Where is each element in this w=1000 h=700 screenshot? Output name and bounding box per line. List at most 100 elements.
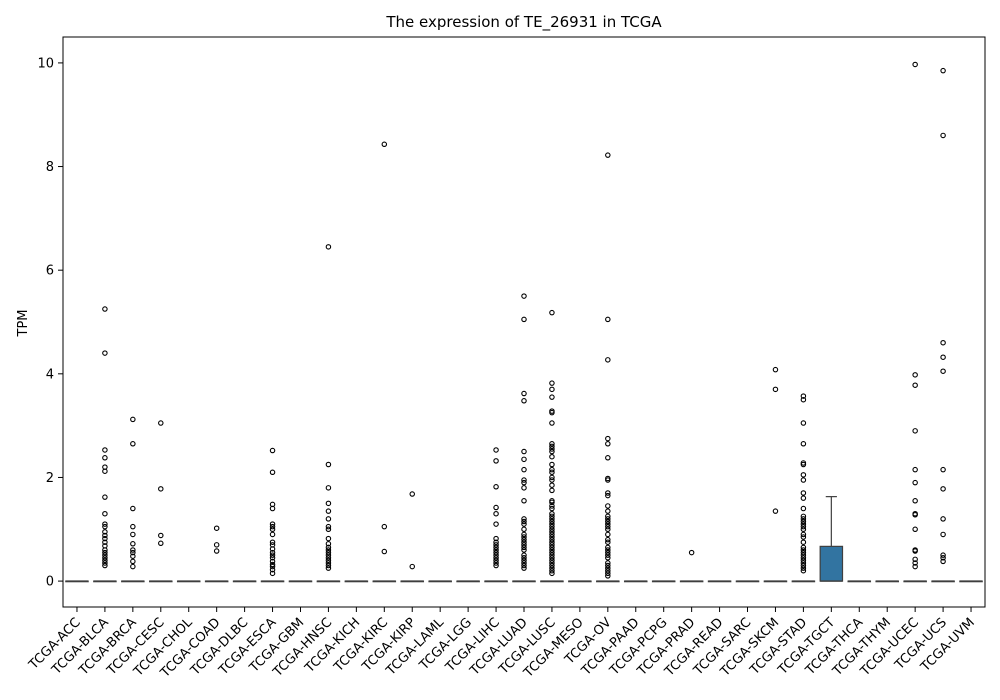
outlier-point [912, 548, 918, 554]
outlier-point [912, 61, 918, 68]
outlier-point [409, 491, 415, 497]
outlier-point [549, 526, 555, 533]
outlier-point [493, 542, 499, 548]
outlier-point [800, 513, 807, 520]
outlier-point [493, 547, 499, 553]
y-tick-label: 6 [46, 264, 54, 279]
outlier-point [102, 539, 108, 545]
outlier-point [325, 565, 332, 571]
outlier-point [912, 512, 918, 518]
outlier-point [158, 486, 164, 492]
outlier-point [130, 416, 136, 423]
outlier-point [549, 557, 555, 564]
outlier-point [102, 510, 108, 517]
outlier-point [493, 458, 499, 464]
outlier-point [158, 420, 164, 426]
outlier-point [269, 549, 276, 556]
outlier-point [130, 505, 136, 512]
outlier-point [549, 560, 555, 566]
outlier-point [912, 498, 918, 504]
outlier-point [800, 477, 807, 483]
outlier-point [912, 382, 918, 388]
outlier-point [772, 386, 779, 393]
outlier-point [800, 461, 807, 468]
outlier-point [549, 567, 555, 574]
outlier-point [549, 544, 555, 551]
outlier-point [605, 492, 611, 499]
outlier-point [158, 532, 164, 539]
outlier-point [521, 531, 527, 538]
outlier-point [912, 479, 918, 486]
outlier-point [381, 141, 388, 148]
outlier-point [521, 557, 527, 564]
outlier-point [800, 420, 807, 426]
outlier-point [912, 466, 918, 473]
outlier-point [549, 477, 555, 483]
outlier-point [102, 523, 108, 530]
outlier-point [521, 534, 527, 540]
outlier-point [325, 523, 332, 530]
outlier-point [521, 562, 527, 569]
outlier-point [325, 552, 332, 558]
outlier-point [800, 490, 807, 496]
outlier-point [605, 523, 611, 530]
outlier-point [521, 316, 527, 323]
outlier-point [269, 558, 276, 565]
outlier-point [521, 485, 527, 491]
outlier-point [549, 487, 555, 494]
outlier-point [325, 485, 332, 491]
y-tick-label: 10 [37, 56, 54, 71]
outlier-point [521, 565, 527, 571]
outlier-point [549, 482, 555, 488]
outlier-point [940, 339, 946, 346]
outlier-point [130, 563, 136, 570]
outlier-point [130, 541, 136, 547]
outlier-point [912, 563, 918, 570]
outlier-point [605, 455, 611, 461]
outlier-point [940, 531, 946, 538]
outlier-point [102, 455, 108, 461]
y-axis-label: TPM [16, 310, 31, 338]
outlier-point [549, 521, 555, 527]
outlier-point [102, 562, 108, 569]
outlier-point [521, 555, 527, 561]
outlier-point [800, 552, 807, 558]
y-tick-label: 4 [46, 367, 54, 382]
outlier-point [605, 441, 611, 447]
outlier-point [325, 562, 332, 569]
outlier-point [130, 553, 136, 559]
outlier-point [549, 448, 555, 455]
outlier-point [102, 350, 108, 356]
outlier-point [269, 447, 276, 454]
outlier-point [269, 566, 276, 573]
outlier-point [549, 534, 555, 540]
outlier-point [493, 557, 499, 564]
outlier-point [549, 536, 555, 543]
outlier-point [605, 516, 611, 522]
outlier-point [521, 547, 527, 553]
outlier-point [605, 547, 611, 553]
outlier-point [521, 390, 527, 397]
outlier-point [549, 309, 555, 316]
outlier-point [800, 531, 807, 538]
outlier-point [800, 516, 807, 522]
outlier-point [549, 441, 555, 447]
outlier-point [102, 549, 108, 556]
outlier-point [493, 539, 499, 545]
outlier-point [521, 398, 527, 404]
outlier-point [130, 523, 136, 530]
outlier-point [325, 500, 332, 507]
outlier-point [940, 558, 946, 565]
outlier-point [269, 555, 276, 561]
outlier-point [521, 293, 527, 299]
outlier-point [940, 486, 946, 492]
outlier-point [549, 565, 555, 571]
outlier-point [325, 516, 332, 522]
outlier-point [549, 446, 555, 452]
outlier-point [549, 394, 555, 400]
outlier-point [549, 466, 555, 473]
outlier-point [130, 547, 136, 553]
outlier-point [130, 558, 136, 565]
outlier-point [772, 508, 779, 514]
outlier-point [800, 396, 807, 403]
